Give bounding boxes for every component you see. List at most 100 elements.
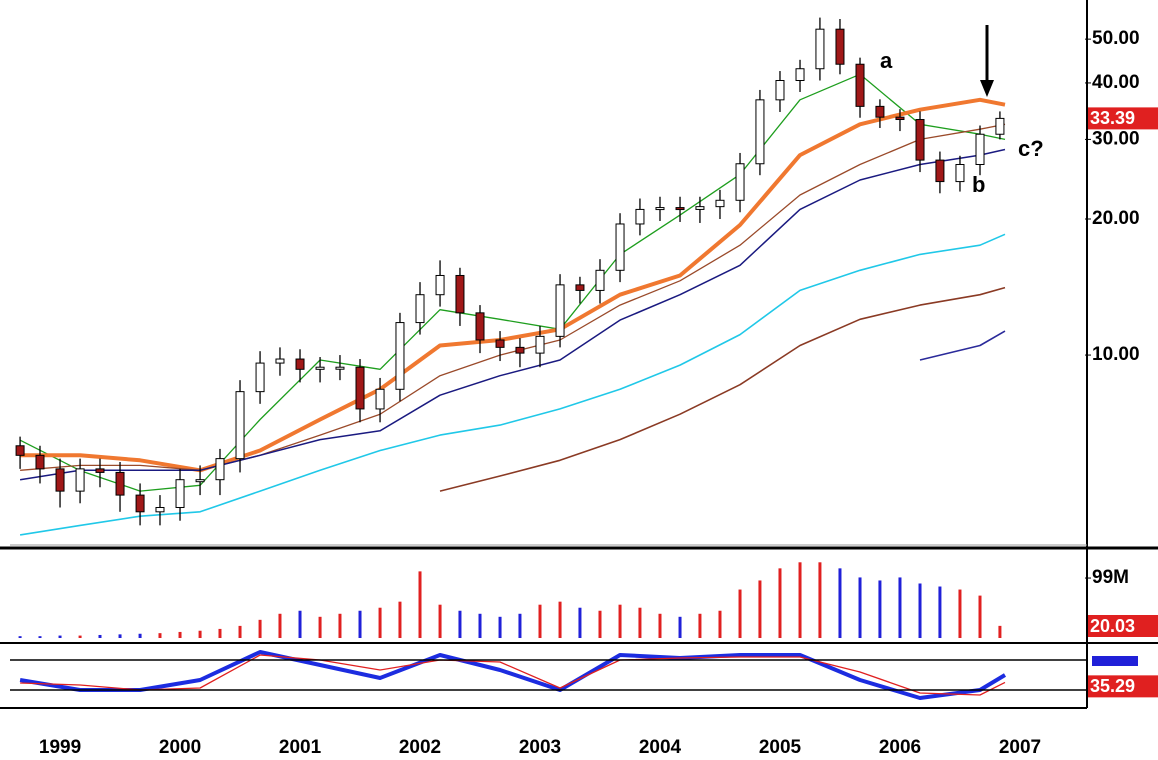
volume-bar	[518, 613, 522, 638]
candle-body	[95, 468, 105, 473]
volume-bar	[318, 616, 322, 638]
volume-bar	[858, 577, 862, 638]
volume-bar	[978, 595, 982, 638]
candle-body	[75, 468, 85, 492]
volume-bar	[918, 583, 922, 638]
candle-body	[595, 269, 605, 291]
volume-bar	[798, 562, 802, 638]
volume-bar	[898, 577, 902, 638]
volume-bar	[138, 633, 142, 638]
volume-bar	[758, 580, 762, 638]
candle-body	[495, 339, 505, 348]
oscillator-line	[19, 650, 1007, 700]
moving-average	[19, 73, 1006, 492]
candle-body	[475, 312, 485, 341]
volume-bar	[338, 613, 342, 638]
x-tick-label: 1999	[39, 737, 81, 758]
stochastic-plot	[19, 650, 1007, 700]
indicator-box	[1092, 656, 1138, 666]
candle-body	[635, 208, 645, 225]
x-tick-label: 2003	[519, 737, 561, 758]
candle-body	[415, 294, 425, 324]
price-plot	[15, 17, 1006, 536]
last-volume: 20.03	[1090, 616, 1135, 636]
volume-bar	[158, 633, 162, 638]
last-price-box	[1088, 107, 1158, 130]
moving-average	[919, 330, 1006, 361]
y-tick-label: 50.00	[1092, 28, 1140, 49]
volume-bar	[618, 604, 622, 638]
x-tick-label: 2007	[999, 737, 1041, 758]
volume-bar	[438, 604, 442, 638]
candle-body	[455, 274, 465, 314]
volume-bar	[278, 613, 282, 638]
volume-bar	[258, 619, 262, 638]
volume-bar	[78, 635, 82, 638]
y-tick-label: 99M	[1092, 567, 1129, 588]
candle-body	[395, 322, 405, 390]
y-tick-label: 30.00	[1092, 128, 1140, 149]
labels: 10.00 20.00 30.00 40.00 50.00 33.39 a b c? 99M 20.…	[10, 28, 1158, 758]
candle-body	[555, 284, 565, 337]
candle-body	[855, 63, 865, 107]
candle-body	[335, 366, 345, 370]
moving-average	[20, 123, 1006, 471]
volume-bar	[998, 625, 1002, 638]
volume-bar	[178, 631, 182, 638]
y-tick-label: 10.00	[1092, 344, 1140, 365]
candle-body	[875, 105, 885, 118]
candle-body	[735, 163, 745, 201]
moving-average	[19, 148, 1006, 481]
candle-body	[835, 28, 845, 65]
volume-bar	[958, 589, 962, 638]
x-tick-label: 2000	[159, 737, 201, 758]
x-tick-label: 2002	[399, 737, 441, 758]
y-tick-label: 20.00	[1092, 208, 1140, 229]
volume-bar	[478, 613, 482, 638]
candle-body	[935, 159, 945, 183]
candle-body	[115, 471, 125, 496]
volume-bar	[418, 571, 422, 638]
candle-body	[775, 79, 785, 101]
candle-body	[975, 133, 985, 166]
candle-body	[815, 28, 825, 70]
volume-bar	[638, 607, 642, 638]
moving-average	[20, 97, 1006, 473]
candle-body	[895, 116, 905, 121]
candle-body	[535, 335, 545, 354]
candle-body	[655, 207, 665, 211]
candle-body	[915, 119, 925, 161]
candle-body	[195, 479, 205, 483]
arrow-head	[980, 80, 994, 97]
volume-bar	[498, 616, 502, 638]
volume-bar	[538, 604, 542, 638]
volume-bar	[238, 625, 242, 638]
volume-bar	[778, 568, 782, 638]
candle-body	[255, 362, 265, 393]
volume-bar	[718, 610, 722, 638]
x-tick-label: 2004	[639, 737, 682, 758]
volume-bar	[458, 610, 462, 638]
volume-bar	[878, 580, 882, 638]
moving-average	[19, 233, 1006, 536]
candle-body	[795, 68, 805, 81]
candle-body	[215, 458, 225, 481]
candle-body	[375, 388, 385, 410]
oscillator-line	[20, 654, 1006, 696]
candle-body	[695, 206, 705, 210]
volume-bar	[658, 613, 662, 638]
volume-bar	[358, 610, 362, 638]
candle-body	[55, 468, 65, 492]
candle-body	[295, 358, 305, 370]
candle-body	[355, 366, 365, 410]
candle-body	[995, 117, 1005, 135]
volume-bar	[218, 628, 222, 638]
volume-bar	[398, 601, 402, 638]
candle-body	[435, 274, 445, 296]
candle-body	[155, 506, 165, 513]
candle-body	[15, 445, 25, 456]
candle-body	[35, 454, 45, 470]
annotation: a	[880, 48, 893, 73]
